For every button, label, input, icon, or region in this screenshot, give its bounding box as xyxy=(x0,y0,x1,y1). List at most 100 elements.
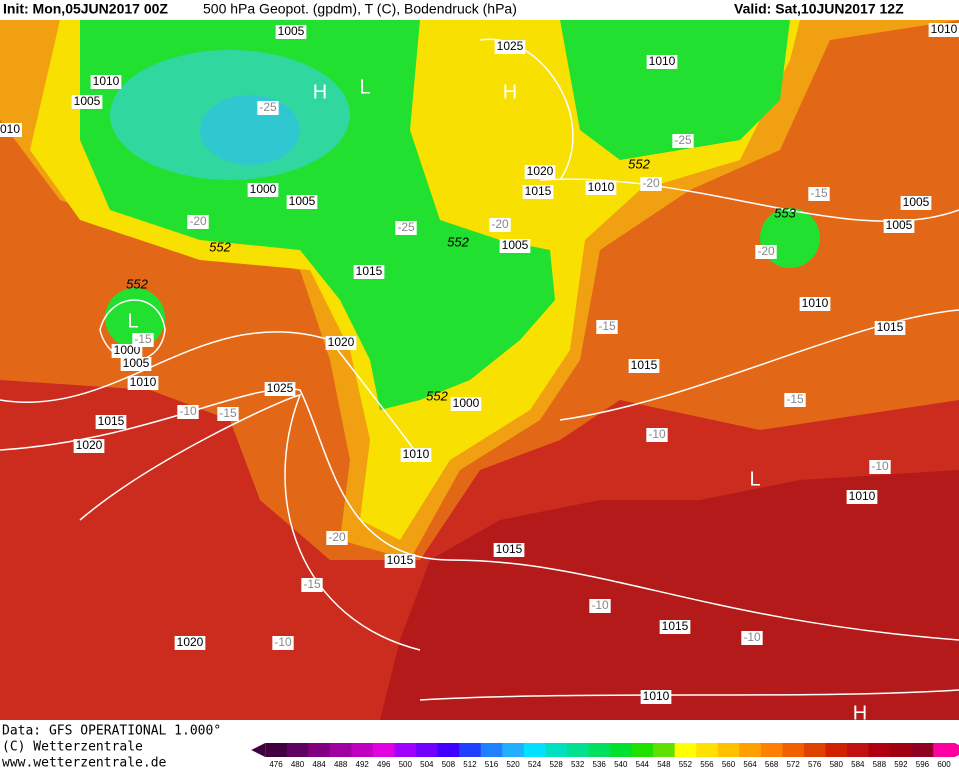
isobar-label-box xyxy=(73,439,105,453)
isobar-label-box xyxy=(286,195,318,209)
isobar-label: 1010 xyxy=(802,296,829,310)
colorbar-label: 476 xyxy=(269,760,283,769)
geopotential-label: 552 xyxy=(628,156,650,171)
isobar-label-box xyxy=(275,25,307,39)
geopotential-label: 552 xyxy=(126,276,148,291)
isobar-label: 1015 xyxy=(877,320,904,334)
temperature-label: -15 xyxy=(598,319,616,333)
isobar-label: 1015 xyxy=(662,619,689,633)
isobar-label-box xyxy=(90,75,122,89)
temperature-label: -15 xyxy=(786,392,804,406)
isobar-label: 1010 xyxy=(649,54,676,68)
data-source: Data: GFS OPERATIONAL 1.000° xyxy=(2,724,221,739)
isobar-label: 1010 xyxy=(849,489,876,503)
colorbar-swatch xyxy=(696,743,719,757)
temperature-label-box xyxy=(589,599,611,613)
colorbar-label: 480 xyxy=(291,760,305,769)
colorbar-swatch xyxy=(372,743,396,757)
colorbar-arrow xyxy=(251,743,266,757)
colorbar-label: 504 xyxy=(420,760,434,769)
colorbar-swatch xyxy=(717,743,740,757)
isobar-label: 1010 xyxy=(130,375,157,389)
colorbar-label: 544 xyxy=(636,760,650,769)
isobar-label: 1005 xyxy=(74,94,101,108)
temperature-label-box xyxy=(257,101,279,115)
temperature-label-box xyxy=(187,215,209,229)
temperature-label: -10 xyxy=(179,404,197,418)
temperature-label: -20 xyxy=(757,244,775,258)
map-title: 500 hPa Geopot. (gpdm), T (C), Bodendruc… xyxy=(203,1,517,17)
temperature-label-box xyxy=(646,428,668,442)
colorbar-swatch xyxy=(674,743,697,757)
geopotential-label: 552 xyxy=(447,234,469,249)
header-bar xyxy=(0,0,959,20)
isobar-label-box xyxy=(874,321,906,335)
isobar-label-box xyxy=(0,123,23,137)
isobar-label-box xyxy=(494,40,526,54)
colorbar-swatch xyxy=(265,743,288,757)
temperature-label: -20 xyxy=(328,530,346,544)
colorbar-label: 500 xyxy=(399,760,413,769)
temperature-label: -25 xyxy=(674,133,692,147)
colorbar-swatch xyxy=(739,743,762,757)
colorbar-swatch xyxy=(825,743,848,757)
temperature-label: -20 xyxy=(642,176,660,190)
temperature-label-box xyxy=(672,134,694,148)
colorbar-label: 496 xyxy=(377,760,391,769)
colorbar-label: 556 xyxy=(700,760,714,769)
colorbar-swatch xyxy=(416,743,439,757)
hot-region xyxy=(380,470,959,720)
colorbar-swatch xyxy=(437,743,460,757)
colorbar-label: 508 xyxy=(442,760,456,769)
colorbar-swatch xyxy=(351,743,374,757)
geopotential-label: 552 xyxy=(426,388,448,403)
temperature-label-box xyxy=(808,187,830,201)
temperature-label-box xyxy=(301,578,323,592)
temperature-label-box xyxy=(596,320,618,334)
colorbar-label: 536 xyxy=(593,760,607,769)
cold-core xyxy=(200,95,300,165)
isobar-label-box xyxy=(111,344,143,358)
geopotential-label: 553 xyxy=(774,205,796,220)
isobar-label: 1005 xyxy=(886,218,913,232)
temperature-label: -20 xyxy=(491,217,509,231)
isobar-label: 1020 xyxy=(76,438,103,452)
colorbar-swatch xyxy=(286,743,309,757)
temperature-label-box xyxy=(217,407,239,421)
colorbar-label: 484 xyxy=(312,760,326,769)
isobar-label: 1005 xyxy=(123,356,150,370)
colorbar-label: 524 xyxy=(528,760,542,769)
isobar-label-box xyxy=(174,636,206,650)
colorbar-label: 584 xyxy=(851,760,865,769)
isobar-label-box xyxy=(95,415,127,429)
isobar-label: 1005 xyxy=(502,238,529,252)
colorbar-swatch xyxy=(545,743,568,757)
isobar-label: 1010 xyxy=(93,74,120,88)
temperature-label-box xyxy=(132,333,154,347)
isobar-label-box xyxy=(640,690,672,704)
pressure-center: H xyxy=(853,702,867,724)
isobar-label: 1005 xyxy=(289,194,316,208)
temperature-label-box xyxy=(489,218,511,232)
isobar-label: 1020 xyxy=(527,164,554,178)
temperature-label: -10 xyxy=(648,427,666,441)
colorbar-swatch xyxy=(459,743,482,757)
temperature-label-box xyxy=(272,636,294,650)
isobar-label: 1010 xyxy=(588,180,615,194)
colorbar-label: 540 xyxy=(614,760,628,769)
temperature-label: -25 xyxy=(259,100,277,114)
temperature-label: -20 xyxy=(189,214,207,228)
isobar-label: 1015 xyxy=(387,553,414,567)
temperature-label: -15 xyxy=(810,186,828,200)
isobar-label-box xyxy=(628,359,660,373)
isobar-label-box xyxy=(127,376,159,390)
colorbar-swatch xyxy=(653,743,676,757)
isobar-label-box xyxy=(659,620,691,634)
copyright: (C) Wetterzentrale xyxy=(2,740,143,755)
colorbar-label: 548 xyxy=(657,760,671,769)
isobar-label: 1005 xyxy=(903,195,930,209)
temperature-label-box xyxy=(326,531,348,545)
colorbar-label: 576 xyxy=(808,760,822,769)
colorbar-swatch xyxy=(523,743,546,757)
colorbar-swatch xyxy=(502,743,525,757)
